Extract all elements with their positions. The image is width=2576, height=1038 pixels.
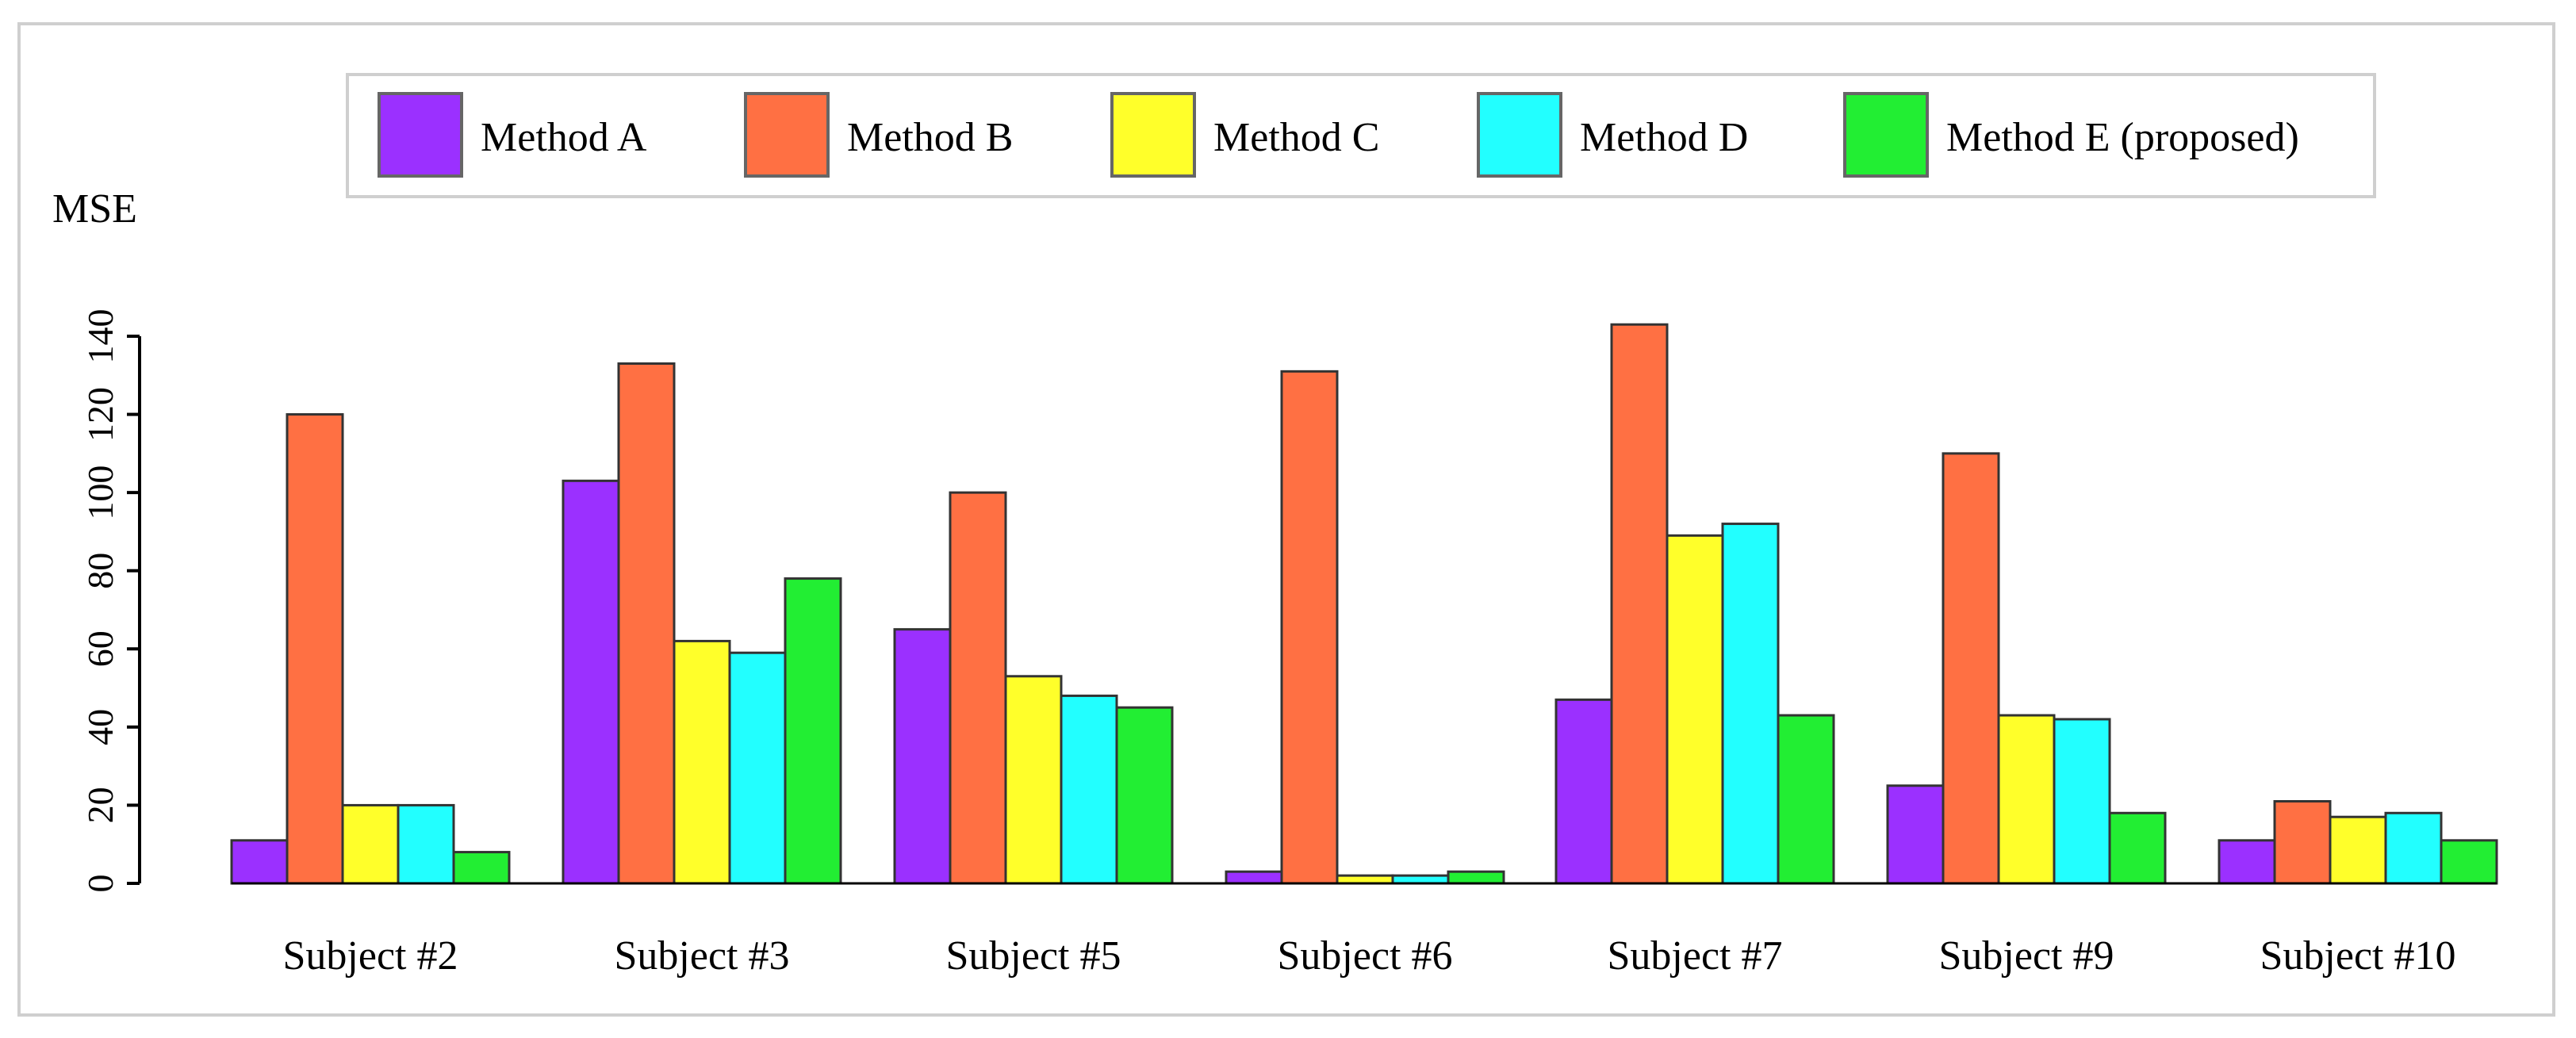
bars xyxy=(230,323,2498,885)
bar-subject-9-method-d xyxy=(2053,718,2111,885)
bar-subject-10-method-b xyxy=(2273,800,2332,885)
y-tick-label: 120 xyxy=(80,387,121,442)
category-label-subject-10: Subject #10 xyxy=(2260,933,2456,979)
legend: Method A Method B Method C Method D Method E… xyxy=(346,73,2376,198)
bar-subject-3-method-c xyxy=(673,639,731,885)
bar-subject-10-method-d xyxy=(2384,811,2443,885)
bar-subject-5-method-a xyxy=(893,628,952,885)
bar-subject-5-method-b xyxy=(949,491,1007,885)
bar-subject-7-method-d xyxy=(1721,523,1780,885)
bar-subject-5-method-e-proposed xyxy=(1115,706,1174,885)
y-tick-label: 140 xyxy=(80,309,121,364)
legend-swatch-method-a xyxy=(378,92,463,178)
bar-subject-9-method-b xyxy=(1942,452,2000,885)
y-tick-label: 0 xyxy=(80,875,121,893)
legend-label-method-a: Method A xyxy=(481,115,647,160)
legend-swatch-method-c xyxy=(1110,92,1196,178)
bar-subject-3-method-d xyxy=(728,651,787,885)
legend-label-method-c: Method C xyxy=(1213,115,1379,160)
y-tick-label: 20 xyxy=(80,787,121,823)
bar-subject-7-method-c xyxy=(1666,534,1724,885)
legend-swatch-method-e-proposed xyxy=(1843,92,1929,178)
legend-label-method-d: Method D xyxy=(1580,115,1748,160)
category-label-subject-6: Subject #6 xyxy=(1278,933,1453,979)
bar-subject-2-method-a xyxy=(230,839,289,885)
bar-subject-2-method-e-proposed xyxy=(452,851,511,885)
legend-swatch-method-b xyxy=(744,92,830,178)
category-label-subject-5: Subject #5 xyxy=(946,933,1121,979)
category-label-subject-2: Subject #2 xyxy=(283,933,458,979)
y-tick-label: 100 xyxy=(80,465,121,520)
bar-subject-6-method-e-proposed xyxy=(1447,870,1505,885)
category-label-subject-7: Subject #7 xyxy=(1608,933,1783,979)
bar-subject-9-method-c xyxy=(1997,714,2056,885)
bar-subject-9-method-a xyxy=(1886,784,1945,885)
legend-label-method-e-proposed: Method E (proposed) xyxy=(1946,115,2299,160)
legend-label-method-b: Method B xyxy=(847,115,1013,160)
y-tick-label: 80 xyxy=(80,553,121,589)
category-labels: Subject #2 Subject #3 Subject #5 Subject #6… xyxy=(283,933,2456,979)
bar-subject-3-method-b xyxy=(617,362,676,885)
bar-subject-2-method-d xyxy=(397,803,455,885)
legend-box xyxy=(346,73,2376,198)
bar-subject-6-method-b xyxy=(1280,370,1339,885)
category-label-subject-3: Subject #3 xyxy=(615,933,790,979)
bar-subject-6-method-a xyxy=(1225,870,1283,885)
bar-subject-10-method-e-proposed xyxy=(2440,839,2498,885)
bar-subject-3-method-e-proposed xyxy=(784,577,842,885)
bar-subject-5-method-d xyxy=(1060,694,1118,885)
y-axis-label: MSE xyxy=(52,186,137,232)
bar-subject-7-method-e-proposed xyxy=(1777,714,1835,885)
y-tick-label: 40 xyxy=(80,709,121,745)
bar-subject-3-method-a xyxy=(562,479,620,885)
y-axis: 0 20 40 60 80 100 120 140 xyxy=(80,309,141,893)
bar-subject-7-method-a xyxy=(1554,698,1613,885)
legend-swatch-method-d xyxy=(1477,92,1562,178)
bar-subject-9-method-e-proposed xyxy=(2108,811,2167,885)
bar-subject-7-method-b xyxy=(1610,323,1669,885)
bar-subject-2-method-c xyxy=(341,803,400,885)
bar-subject-2-method-b xyxy=(286,413,344,885)
bar-subject-5-method-c xyxy=(1004,675,1063,885)
y-tick-label: 60 xyxy=(80,630,121,667)
category-label-subject-9: Subject #9 xyxy=(1939,933,2114,979)
bar-subject-10-method-c xyxy=(2329,815,2387,885)
bar-subject-10-method-a xyxy=(2218,839,2276,885)
